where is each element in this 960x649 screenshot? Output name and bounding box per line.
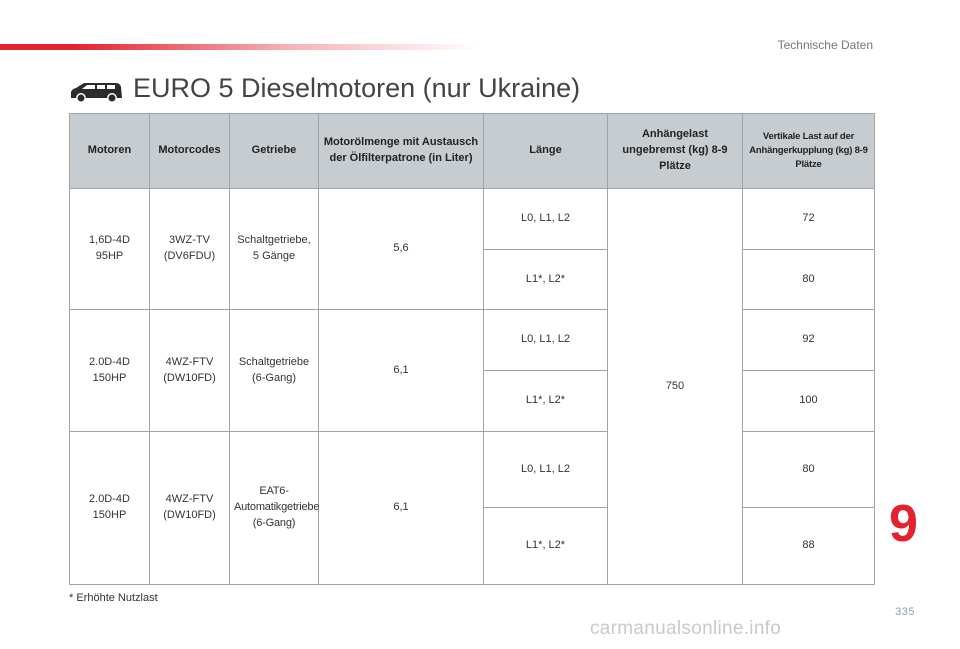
header-oil: Motorölmenge mit Austausch der Ölfilterp… [318, 113, 484, 189]
cell-code: 4WZ-FTV (DW10FD) [149, 430, 230, 586]
cell-motor: 1,6D-4D 95HP [69, 187, 150, 311]
cell-length: L1*, L2* [483, 507, 608, 585]
table-row: 2.0D-4D 150HP 4WZ-FTV (DW10FD) EAT6-Auto… [69, 430, 875, 586]
cell-length: L0, L1, L2 [483, 188, 608, 250]
car-icon [71, 83, 122, 103]
engine-specs-table: Motoren Motorcodes Getriebe Motorölmenge… [69, 113, 875, 586]
cell-length: L0, L1, L2 [483, 430, 608, 509]
header-laenge: Länge [483, 113, 608, 189]
header-motorcodes: Motorcodes [149, 113, 230, 189]
table-row: 1,6D-4D 95HP 3WZ-TV (DV6FDU) Schaltgetri… [69, 187, 875, 585]
cell-vertical-load: 72 [742, 188, 875, 250]
chapter-number: 9 [889, 495, 918, 553]
page-number: 335 [895, 606, 915, 618]
table-header-row: Motoren Motorcodes Getriebe Motorölmenge… [69, 113, 875, 189]
cell-length: L1*, L2* [483, 248, 608, 311]
cell-motor: 2.0D-4D 150HP [69, 309, 150, 432]
cell-vertical-load: 80 [742, 430, 875, 509]
watermark: carmanualsonline.info [590, 618, 782, 639]
cell-code: 3WZ-TV (DV6FDU) [149, 187, 230, 311]
section-title: Technische Daten [777, 38, 873, 52]
cell-gearbox: Schaltgetriebe, 5 Gänge [229, 187, 319, 311]
table-row: L1*, L2* 80 [70, 248, 875, 311]
cell-vertical-load: 100 [742, 370, 875, 432]
cell-oil: 5,6 [318, 187, 484, 311]
cell-gearbox: EAT6-Automatikgetriebe (6-Gang) [229, 430, 319, 586]
cell-trailer-load: 750 [607, 188, 743, 585]
cell-oil: 6,1 [318, 430, 484, 586]
cell-length: L0, L1, L2 [483, 309, 608, 372]
cell-vertical-load: 80 [742, 248, 875, 311]
footnote: * Erhöhte Nutzlast [69, 592, 158, 604]
header-vertical-load: Vertikale Last auf der Anhängerkupplung … [742, 113, 875, 189]
cell-length: L1*, L2* [483, 370, 608, 432]
page-heading: EURO 5 Dieselmotoren (nur Ukraine) [133, 73, 581, 103]
header-getriebe: Getriebe [229, 113, 319, 189]
table-row: 2.0D-4D 150HP 4WZ-FTV (DW10FD) Schaltget… [69, 309, 875, 432]
cell-gearbox: Schaltgetriebe (6-Gang) [229, 309, 319, 432]
cell-oil: 6,1 [318, 309, 484, 432]
cell-vertical-load: 92 [742, 309, 875, 372]
top-accent-bar [0, 44, 480, 50]
cell-code: 4WZ-FTV (DW10FD) [149, 309, 230, 432]
cell-vertical-load: 88 [742, 507, 875, 585]
table-row: L1*, L2* 88 [70, 507, 875, 585]
table-row: L1*, L2* 100 [70, 370, 875, 432]
header-trailer-load: Anhängelast ungebremst (kg) 8-9 Plätze [607, 113, 743, 189]
cell-motor: 2.0D-4D 150HP [69, 430, 150, 586]
header-motoren: Motoren [69, 113, 150, 189]
